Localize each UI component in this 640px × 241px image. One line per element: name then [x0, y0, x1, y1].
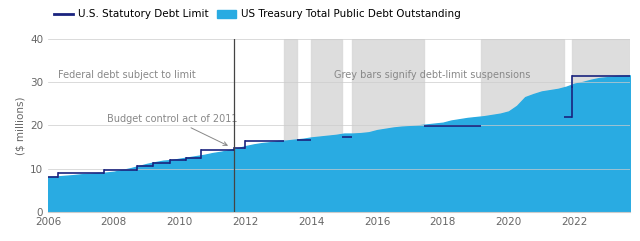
Bar [311, 39, 342, 212]
Bar [572, 39, 630, 212]
Text: Budget control act of 2011: Budget control act of 2011 [108, 114, 237, 145]
Text: Grey bars signify debt-limit suspensions: Grey bars signify debt-limit suspensions [334, 70, 531, 80]
Y-axis label: ($ millions): ($ millions) [16, 96, 26, 154]
Text: Federal debt subject to limit: Federal debt subject to limit [58, 70, 196, 80]
Bar [284, 39, 298, 212]
Legend: U.S. Statutory Debt Limit, US Treasury Total Public Debt Outstanding: U.S. Statutory Debt Limit, US Treasury T… [50, 5, 465, 24]
Bar [481, 39, 564, 212]
Bar [353, 39, 424, 212]
